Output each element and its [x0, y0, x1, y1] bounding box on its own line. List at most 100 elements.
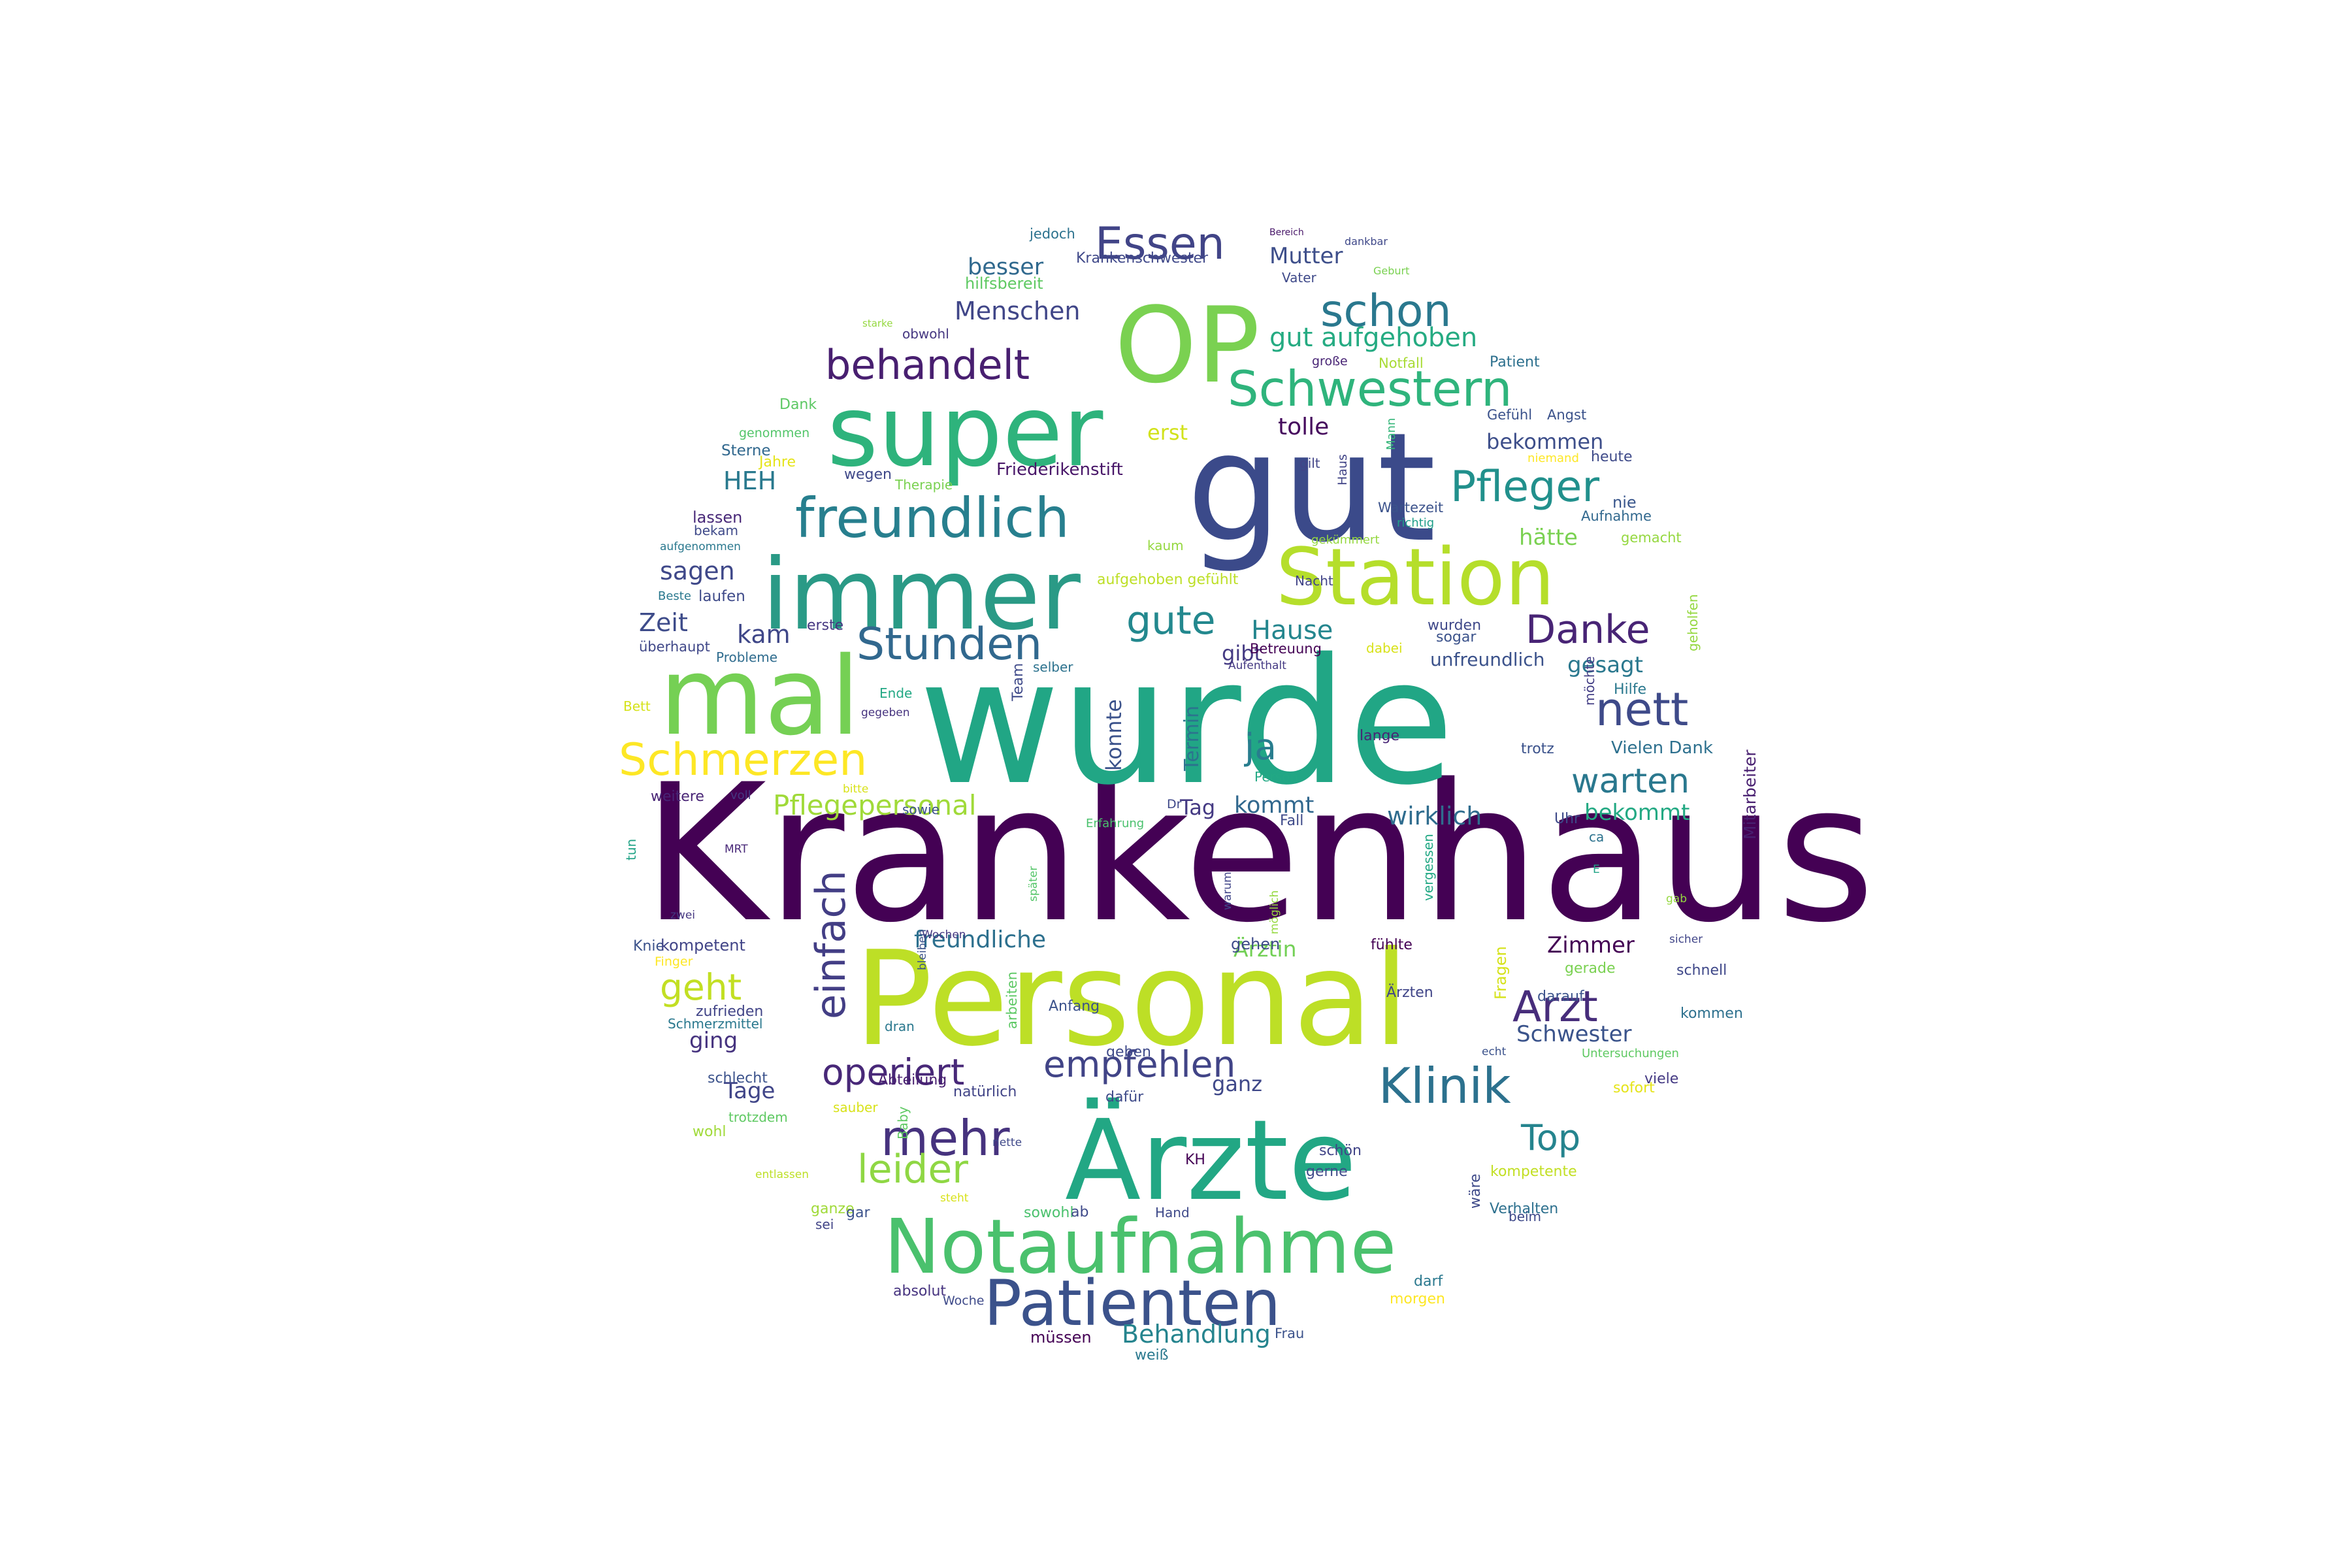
word-klinik: Klinik	[1379, 1057, 1511, 1115]
word-bekommt: bekommt	[1584, 800, 1690, 826]
word-viele: viele	[1644, 1071, 1678, 1087]
word-darf: darf	[1414, 1273, 1443, 1290]
word-absolut: absolut	[893, 1283, 946, 1299]
word-fragen: Fragen	[1492, 946, 1510, 1000]
word-erste: erste	[807, 617, 843, 634]
word-bereich: Bereich	[1269, 227, 1304, 238]
word-station: Station	[1276, 532, 1555, 623]
word-aufnahme: Aufnahme	[1581, 508, 1652, 524]
word-knie: Knie	[633, 938, 664, 955]
word-wegen: wegen	[844, 466, 892, 483]
word-heh: HEH	[723, 466, 776, 495]
word-menschen: Menschen	[955, 297, 1081, 325]
word-richtig: richtig	[1397, 516, 1434, 530]
word-e: E	[1593, 863, 1600, 876]
word-gemacht: gemacht	[1621, 530, 1682, 546]
word-steht: steht	[940, 1192, 969, 1205]
word-finger: Finger	[655, 955, 693, 969]
word-zeit: Zeit	[639, 608, 688, 637]
word-ca: ca	[1589, 829, 1604, 845]
word-unfreundlich: unfreundlich	[1430, 649, 1544, 670]
word-gerne: gerne	[1306, 1164, 1348, 1180]
word-uberhaupt: überhaupt	[639, 639, 710, 655]
word-jahre: Jahre	[758, 454, 796, 470]
word-pflegepersonal: Pflegepersonal	[773, 789, 977, 821]
word-weiss: weiß	[1135, 1347, 1169, 1364]
word-top: Top	[1520, 1117, 1580, 1158]
word-essen: Essen	[1095, 218, 1225, 270]
word-ganze: ganze	[811, 1201, 854, 1217]
word-sei: sei	[815, 1217, 834, 1232]
word-sauber: sauber	[833, 1100, 878, 1115]
word-dabei: dabei	[1366, 640, 1403, 656]
word-zwei: zwei	[670, 909, 695, 922]
word-warten: warten	[1571, 762, 1690, 801]
word-hand: Hand	[1155, 1205, 1190, 1220]
word-trotz: trotz	[1521, 741, 1554, 757]
word-bleiben: bleiben	[916, 929, 929, 970]
word-op: OP	[1115, 284, 1260, 406]
word-weitere: weitere	[651, 789, 704, 805]
word-hause: Hause	[1251, 615, 1333, 645]
word-hilfe: Hilfe	[1614, 681, 1646, 698]
word-bitte: bitte	[843, 783, 868, 796]
word-spater: später	[1027, 866, 1040, 902]
word-therapie: Therapie	[894, 477, 953, 493]
word-wirklich: wirklich	[1387, 802, 1482, 830]
word-ab: ab	[1071, 1204, 1088, 1220]
word-mal: mal	[659, 634, 860, 759]
word-geburt: Geburt	[1373, 265, 1409, 277]
word-vater: Vater	[1282, 270, 1317, 286]
word-tun: tun	[623, 839, 639, 860]
word-heute: heute	[1591, 449, 1633, 465]
word-hilfsbereit: hilfsbereit	[965, 274, 1043, 293]
word-bekommen: bekommen	[1486, 429, 1603, 454]
word-betreuung: Betreuung	[1250, 641, 1322, 657]
word-angst: Angst	[1547, 407, 1586, 423]
word-sogar: sogar	[1436, 629, 1477, 645]
word-friederikenstift: Friederikenstift	[996, 460, 1123, 480]
word-nett: nett	[1595, 683, 1688, 736]
word-grosse: große	[1312, 354, 1348, 368]
word-laufen: laufen	[698, 588, 745, 605]
word-gesagt: gesagt	[1567, 652, 1643, 678]
word-warum: warum	[1221, 872, 1234, 910]
word-nie: nie	[1612, 493, 1637, 512]
word-notfall: Notfall	[1379, 355, 1424, 371]
word-operiert: operiert	[822, 1051, 964, 1093]
word-niemand: niemand	[1527, 451, 1579, 465]
word-voll: voll	[730, 789, 751, 802]
word-tolle: tolle	[1278, 414, 1329, 440]
word-kompetente: kompetente	[1490, 1164, 1577, 1180]
word-nacht: Nacht	[1295, 573, 1333, 589]
word-kh: KH	[1185, 1152, 1205, 1168]
word-schwestern: Schwestern	[1228, 360, 1512, 417]
word-ware: wäre	[1467, 1173, 1484, 1209]
word-arzten: Ärzten	[1386, 984, 1433, 1001]
word-geben: geben	[1106, 1044, 1151, 1060]
word-freundliche: freundliche	[914, 926, 1046, 953]
word-mutter: Mutter	[1269, 243, 1343, 269]
word-konnte: konnte	[1102, 699, 1126, 771]
word-verhalten: Verhalten	[1490, 1201, 1558, 1217]
word-woche: Woche	[943, 1294, 984, 1308]
word-geholfen: geholfen	[1685, 595, 1701, 652]
word-uhr: Uhr	[1554, 811, 1580, 827]
word-vielen-dank: Vielen Dank	[1611, 738, 1713, 758]
word-zimmer: Zimmer	[1547, 932, 1635, 958]
word-behandlung: Behandlung	[1122, 1320, 1271, 1348]
word-tag: Tag	[1179, 795, 1215, 820]
word-einfach: einfach	[807, 870, 855, 1019]
word-kommen: kommen	[1680, 1005, 1743, 1022]
word-sagen: sagen	[660, 557, 735, 585]
word-besser: besser	[968, 254, 1044, 280]
word-krankenschwester: Krankenschwester	[1076, 250, 1209, 267]
word-wurden: wurden	[1428, 617, 1481, 634]
word-abteilung: Abteilung	[878, 1072, 947, 1088]
word-kam: kam	[737, 620, 791, 649]
word-wurde: wurde	[919, 622, 1454, 823]
word-bett: Bett	[623, 698, 651, 714]
word-beim: beim	[1509, 1209, 1541, 1224]
word-gute: gute	[1126, 598, 1216, 644]
